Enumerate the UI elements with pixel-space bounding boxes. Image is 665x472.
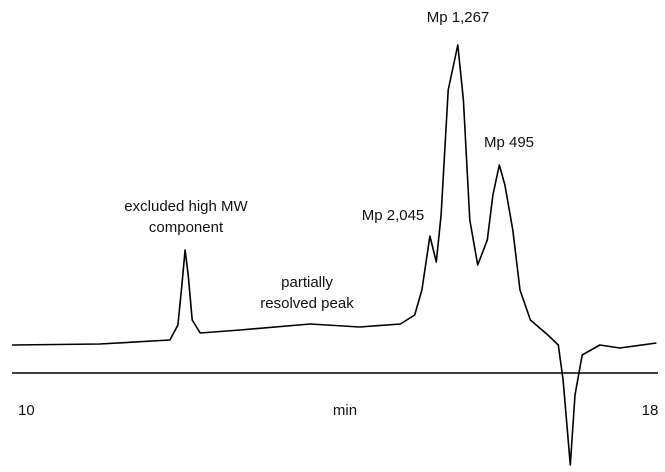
x-tick-label: 10 [18, 402, 35, 419]
x-axis-label: min [333, 402, 357, 419]
trace [11, 44, 657, 466]
annotation: excluded high MW [124, 198, 248, 215]
annotation: Mp 1,267 [427, 9, 490, 26]
annotation: resolved peak [260, 295, 354, 312]
annotation: Mp 495 [484, 134, 534, 151]
x-tick-label: 18 [642, 402, 659, 419]
annotation: Mp 2,045 [362, 207, 425, 224]
annotation: partially [281, 274, 333, 291]
annotation: component [149, 219, 224, 236]
